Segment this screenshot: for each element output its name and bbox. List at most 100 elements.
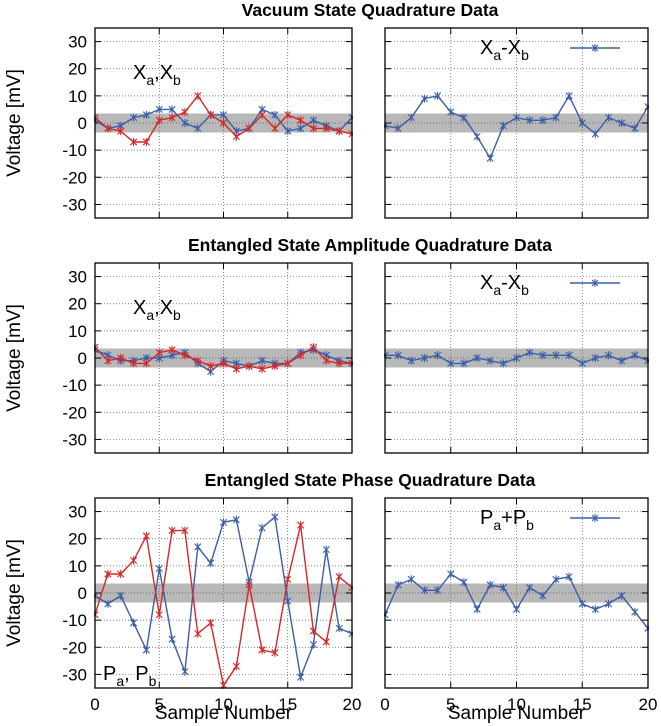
legend-sub-2: b [173, 72, 181, 88]
plot-frame [94, 497, 353, 689]
data-point [335, 624, 343, 633]
data-point [447, 108, 455, 117]
data-point [486, 356, 494, 365]
data-point [181, 108, 189, 117]
data-point [245, 124, 253, 133]
data-point [181, 667, 189, 676]
data-point [117, 570, 125, 578]
data-point [207, 559, 215, 568]
plot-frame [384, 497, 649, 689]
data-point [539, 591, 547, 600]
data-point [552, 113, 560, 122]
data-point [168, 113, 176, 122]
data-point [117, 127, 125, 136]
data-point [232, 515, 240, 524]
x-axis-label: Sample Number [448, 703, 586, 724]
y-tick-label: 10 [68, 322, 87, 341]
data-point [322, 356, 330, 365]
data-point [591, 129, 599, 138]
data-point [207, 618, 215, 627]
data-point [473, 605, 481, 614]
data-point [297, 521, 305, 530]
data-point [155, 564, 163, 573]
series-2 [94, 521, 353, 689]
y-tick-label: 0 [78, 349, 87, 368]
y-tick-label: 10 [68, 87, 87, 106]
legend-mid: +P [501, 507, 526, 529]
data-point [258, 364, 266, 373]
data-point [181, 351, 189, 360]
data-point [271, 648, 279, 657]
data-point [407, 356, 415, 365]
data-point [284, 597, 292, 606]
legend-marker [591, 279, 599, 287]
data-point [219, 110, 228, 119]
data-point [512, 113, 521, 122]
data-point [142, 646, 150, 654]
x-tick-label: 10 [507, 695, 526, 714]
legend-mid: ,X [154, 62, 173, 84]
data-point [335, 127, 343, 136]
legend-label: Xa-Xb [480, 37, 529, 63]
panel-title: Entangled State Amplitude Quadrature Dat… [188, 235, 552, 255]
data-point [155, 610, 163, 619]
data-point [194, 629, 202, 638]
data-point [565, 91, 573, 100]
data-point [142, 359, 150, 368]
legend-sub-2: b [521, 47, 529, 63]
x-tick-label: 20 [343, 695, 362, 714]
data-point [499, 359, 507, 368]
data-point [335, 572, 343, 581]
data-point [565, 572, 573, 581]
panel-title: Vacuum State Quadrature Data [242, 0, 499, 20]
y-tick-label: -20 [62, 168, 87, 187]
legend-label: Pa+Pb [480, 507, 534, 533]
legend-sub-2: b [521, 282, 529, 298]
y-tick-label: -20 [62, 403, 87, 422]
x-tick-label: 5 [155, 695, 164, 714]
data-point [129, 359, 138, 368]
legend-label: Xa,Xb [133, 297, 181, 323]
legend-label: Xa-Xb [480, 272, 529, 298]
legend-main: P [103, 663, 116, 685]
data-point [434, 351, 442, 360]
data-point [322, 124, 330, 133]
data-point [434, 91, 442, 100]
x-axis-label: Sample Number [155, 703, 293, 724]
data-point [194, 356, 202, 365]
data-point [394, 124, 402, 133]
legend-mid: , P [124, 663, 148, 685]
data-point [258, 646, 266, 654]
data-point [271, 513, 279, 521]
y-tick-label: 10 [68, 557, 87, 576]
data-point [578, 119, 586, 127]
x-tick-label: 0 [380, 695, 389, 714]
data-point [284, 110, 292, 119]
data-point [142, 138, 150, 146]
data-point [181, 119, 189, 127]
data-point [434, 586, 442, 595]
data-point [394, 580, 402, 589]
legend-mid: -X [501, 37, 521, 59]
data-point [207, 110, 215, 119]
plot-frame [94, 262, 353, 454]
data-point [297, 673, 305, 682]
data-point [245, 580, 253, 589]
data-point [104, 570, 112, 578]
y-tick-label: 30 [68, 33, 87, 52]
y-axis-label: Voltage [mV] [4, 304, 25, 412]
y-tick-label: 0 [78, 114, 87, 133]
legend-mid: -X [501, 272, 521, 294]
data-point [460, 359, 468, 368]
data-point [604, 599, 613, 608]
data-point [539, 351, 547, 360]
data-point [155, 116, 163, 125]
x-tick-label: 20 [639, 695, 658, 714]
chart-panel-2: Xa-Xb [384, 27, 649, 219]
y-tick-label: -10 [62, 376, 87, 395]
data-point [618, 119, 626, 127]
x-tick-label: 5 [446, 695, 455, 714]
data-point [297, 351, 305, 360]
data-point [129, 138, 138, 146]
